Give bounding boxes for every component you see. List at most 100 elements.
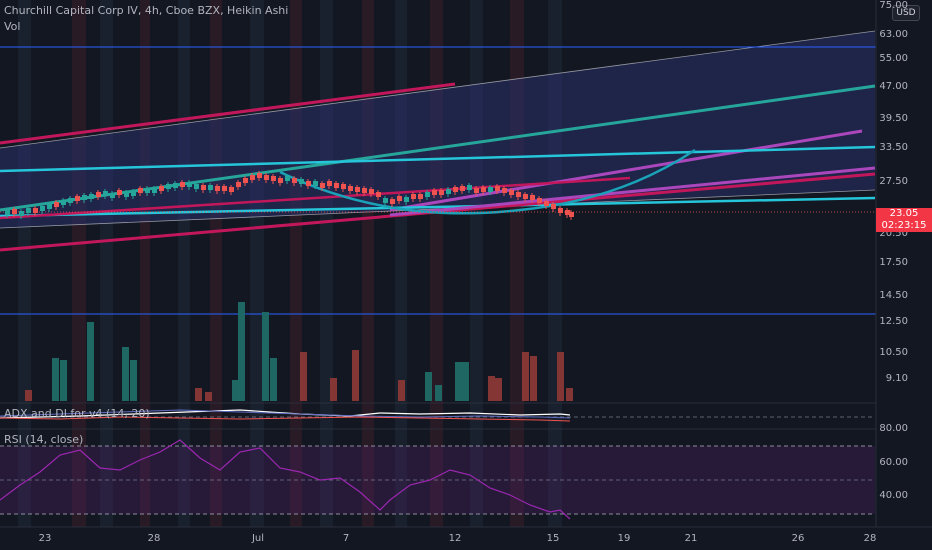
volume-bar: [195, 388, 202, 401]
candle-body: [530, 195, 535, 200]
rsi-tick: 40.00: [879, 490, 908, 501]
candle-body: [33, 208, 38, 213]
candle-body: [131, 191, 136, 196]
candle-body: [68, 198, 73, 203]
candle-body: [40, 206, 45, 211]
adx-pane: [0, 402, 932, 422]
trendlines-layer: [0, 46, 878, 315]
candle-body: [285, 176, 290, 181]
candle-body: [138, 188, 143, 193]
magenta-trendline: [0, 176, 631, 220]
candle-body: [152, 188, 157, 193]
candle-body: [47, 204, 52, 209]
candle-body: [124, 192, 129, 197]
candle-body: [54, 202, 59, 207]
volume-bar: [270, 358, 277, 401]
volume-bar: [300, 352, 307, 401]
candle-body: [425, 192, 430, 197]
violet-trendline-lower: [389, 166, 876, 217]
candle-body: [439, 190, 444, 195]
currency-button[interactable]: USD: [892, 5, 920, 21]
candle-body: [502, 188, 507, 193]
candle-body: [565, 210, 570, 215]
volume-bar: [566, 388, 573, 401]
candle-body: [110, 193, 115, 198]
candle-body: [299, 179, 304, 184]
candle-body: [180, 182, 185, 187]
volume-bar: [262, 312, 269, 401]
time-tick: Jul: [251, 533, 265, 544]
volume-bars: [25, 302, 573, 401]
adx-line: [0, 409, 571, 419]
candle-body: [271, 176, 276, 181]
price-tick: 33.50: [879, 142, 908, 153]
time-tick: 28: [863, 533, 877, 544]
rsi-tick: 60.00: [879, 457, 908, 468]
channel-upper-line: [0, 30, 876, 149]
candle-body: [243, 178, 248, 183]
volume-bar: [425, 372, 432, 401]
candle-body: [376, 192, 381, 197]
candle-body: [306, 181, 311, 186]
volume-bar: [352, 350, 359, 401]
volume-bar: [522, 352, 529, 401]
session-stripe: [140, 0, 150, 527]
candle-body: [19, 211, 24, 216]
volume-bar: [87, 322, 94, 401]
time-tick: 12: [448, 533, 462, 544]
volume-bar: [238, 302, 245, 401]
volume-bar: [462, 362, 469, 401]
candle-body: [61, 200, 66, 205]
candle-body: [89, 194, 94, 199]
candle-body: [495, 186, 500, 191]
candle-body: [327, 181, 332, 186]
candle-body: [5, 210, 10, 215]
price-tick: 17.50: [879, 257, 908, 268]
volume-bar: [455, 362, 462, 401]
time-tick: 19: [617, 533, 631, 544]
volume-bar: [495, 378, 502, 401]
candle-body: [411, 194, 416, 199]
price-tick: 20.50: [879, 228, 908, 239]
candle-body: [537, 198, 542, 203]
di-minus-line: [0, 416, 571, 422]
price-tick: 14.50: [879, 290, 908, 301]
volume-bar: [557, 352, 564, 401]
price-tick: 39.50: [879, 113, 908, 124]
candle-body: [558, 208, 563, 213]
time-tick: 26: [791, 533, 805, 544]
candle-body: [75, 196, 80, 201]
candle-body: [390, 199, 395, 204]
volume-bar: [232, 380, 239, 401]
candle-body: [362, 188, 367, 193]
candle-body: [278, 178, 283, 183]
candle-body: [12, 209, 17, 214]
candle-body: [397, 196, 402, 201]
candle-body: [544, 201, 549, 206]
candle-body: [201, 185, 206, 190]
symbol-title: Churchill Capital Corp IV, 4h, Cboe BZX,…: [4, 4, 289, 17]
candle-body: [250, 175, 255, 180]
candle-body: [187, 182, 192, 187]
candle-body: [418, 194, 423, 199]
candle-body: [460, 186, 465, 191]
candle-body: [264, 175, 269, 180]
rsi-pane: [0, 428, 932, 520]
price-tick: 63.00: [879, 29, 908, 40]
price-tick: 12.50: [879, 316, 908, 327]
volume-bar: [25, 390, 32, 401]
volume-bar: [530, 356, 537, 401]
cyan-trendline: [0, 145, 876, 173]
candle-body: [474, 188, 479, 193]
candle-body: [341, 184, 346, 189]
candle-body: [404, 197, 409, 202]
volume-bar: [60, 360, 67, 401]
candle-body: [467, 185, 472, 190]
resistance-trendline: [0, 82, 456, 145]
bar-countdown-badge: 02:23:15: [876, 220, 932, 232]
candle-body: [82, 195, 87, 200]
candle-body: [320, 183, 325, 188]
candle-body: [173, 183, 178, 188]
